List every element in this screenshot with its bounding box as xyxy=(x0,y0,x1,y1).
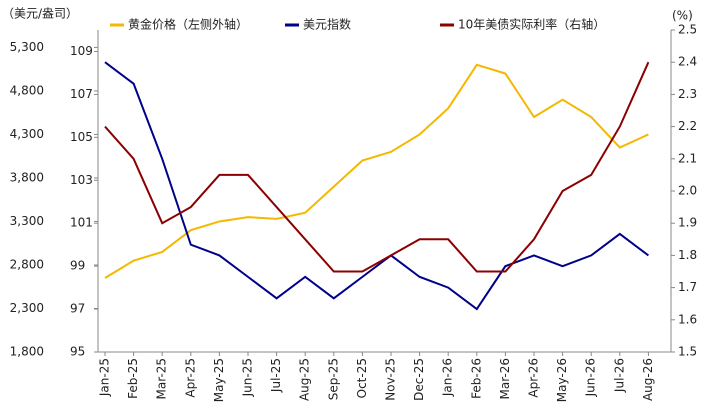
yticks-label: 2,300 xyxy=(10,301,44,315)
y2ticks-label: 97 xyxy=(70,302,85,316)
y3ticks-label: 2.3 xyxy=(678,87,697,101)
y2ticks-label: 101 xyxy=(70,216,93,230)
y2ticks-label: 103 xyxy=(70,173,93,187)
y3ticks-label: 1.7 xyxy=(678,280,697,294)
y3ticks-label: 1.8 xyxy=(678,248,697,262)
yticks-label: 2,800 xyxy=(10,257,44,271)
y2ticks-label: 105 xyxy=(70,130,93,144)
y2ticks-label: 99 xyxy=(70,259,85,273)
y3ticks-label: 2.0 xyxy=(678,184,697,198)
y3ticks-label: 2.5 xyxy=(678,23,697,37)
y3ticks-label: 1.6 xyxy=(678,312,697,326)
x-tick-label: May-25 xyxy=(212,358,226,402)
x-tick-label: Feb-25 xyxy=(126,358,140,399)
series-line xyxy=(104,61,650,311)
x-tick-label: Aug-25 xyxy=(298,358,312,401)
series-line xyxy=(104,61,650,273)
x-tick-label: Jul-26 xyxy=(612,358,626,393)
x-tick-label: Mar-25 xyxy=(155,358,169,399)
x-tick-label: Apr-25 xyxy=(183,358,197,398)
x-tick-label: Apr-26 xyxy=(527,358,541,398)
y2ticks-label: 95 xyxy=(70,345,85,359)
x-tick-label: Oct-25 xyxy=(355,358,369,398)
y3ticks-label: 2.1 xyxy=(678,151,697,165)
y2ticks-label: 109 xyxy=(70,44,93,58)
x-tick-label: Jan-26 xyxy=(441,358,455,397)
yticks-label: 1,800 xyxy=(10,345,44,359)
x-tick-label: Mar-26 xyxy=(498,358,512,399)
legend-label: 黄金价格（左侧外轴） xyxy=(128,17,248,32)
yticks-label: 4,300 xyxy=(10,127,44,141)
x-tick-label: Feb-26 xyxy=(469,358,483,399)
y2ticks-label: 107 xyxy=(70,87,93,101)
x-tick-label: Jan-25 xyxy=(98,358,112,397)
y3ticks-label: 1.5 xyxy=(678,345,697,359)
y-axis-title: （美元/盎司） xyxy=(2,7,78,21)
y3ticks-label: 2.2 xyxy=(678,119,697,133)
yticks-label: 4,800 xyxy=(10,83,44,97)
yticks-label: 3,800 xyxy=(10,170,44,184)
yticks-label: 5,300 xyxy=(10,40,44,54)
x-tick-label: Sep-25 xyxy=(326,358,340,400)
y3-axis-title: (%) xyxy=(672,9,693,23)
y3ticks-label: 1.9 xyxy=(678,216,697,230)
x-tick-label: Aug-26 xyxy=(641,358,655,401)
x-tick-label: Jun-25 xyxy=(241,358,255,397)
x-tick-label: Jul-25 xyxy=(269,358,283,393)
x-tick-label: May-26 xyxy=(555,358,569,402)
y3ticks-label: 2.4 xyxy=(678,55,697,69)
x-tick-label: Jun-26 xyxy=(584,358,598,397)
legend-label: 美元指数 xyxy=(303,17,351,32)
yticks-label: 3,300 xyxy=(10,214,44,228)
x-tick-label: Nov-25 xyxy=(384,358,398,401)
legend-label: 10年美债实际利率（右轴） xyxy=(458,17,605,32)
x-tick-label: Dec-25 xyxy=(412,358,426,401)
series-line xyxy=(104,63,649,279)
